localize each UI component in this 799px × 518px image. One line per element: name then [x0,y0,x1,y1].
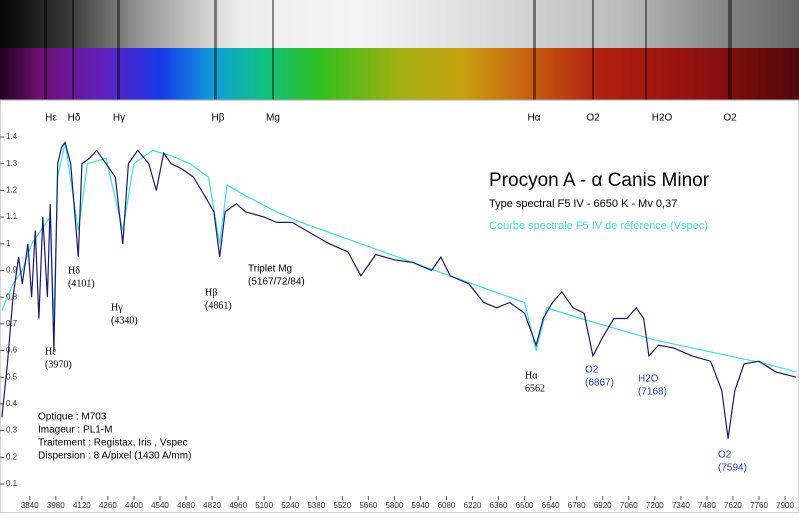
x-tick-label: 5660 [359,501,377,510]
line-marker: Hε [45,113,57,124]
x-tick-label: 5240 [281,501,299,510]
x-tick-label: 4820 [203,501,221,510]
x-tick-label: 4400 [125,501,143,510]
x-tick-label: 7760 [750,501,768,510]
x-tick-label: 5940 [412,501,430,510]
line-marker: H2O [652,113,673,124]
x-tick-label: 6640 [542,501,560,510]
y-tick-label: 0.6 [6,346,18,355]
annotation-label: Hγ [111,302,123,313]
line-marker: O2 [723,113,737,124]
annotation-label: H2O [638,374,659,385]
x-tick-label: 7900 [776,501,794,510]
y-tick-label: 1.1 [6,212,18,221]
annotation-sub: (4861) [205,300,232,311]
annotation-sub: (4340) [111,315,138,326]
gray-spectrum [0,0,799,48]
x-tick-label: 3840 [21,501,39,510]
x-tick-label: 6360 [490,501,508,510]
x-tick-label: 6220 [464,501,482,510]
y-tick-label: 0.8 [6,292,18,301]
y-tick-label: 0.2 [6,452,18,461]
info-line: Traitement : Registax, Iris , Vspec [38,438,188,449]
chart-subtitle: Type spectral F5 IV - 6650 K - Mv 0,37 [489,198,677,210]
x-tick-label: 5520 [333,501,351,510]
y-tick-label: 0.5 [6,372,18,381]
info-line: Dispersion : 8 A/pixel (1430 A/mm) [38,451,191,462]
x-tick-label: 7480 [698,501,716,510]
annotation-sub: (3970) [45,359,72,370]
y-tick-label: 0.1 [6,479,18,488]
annotation-sub: (7168) [638,387,667,398]
line-marker: Mg [266,113,280,124]
x-tick-label: 7200 [646,501,664,510]
annotation-sub: (4101) [68,278,95,289]
legend-entry: Courbe spectrale F5 IV de référence (Vsp… [489,220,708,232]
line-marker: Hβ [212,113,225,124]
annotation-sub: (6867) [585,378,614,389]
x-tick-label: 4540 [151,501,169,510]
y-tick-label: 1.4 [6,132,18,141]
x-tick-label: 7620 [724,501,742,510]
line-marker: Hγ [113,113,125,124]
absorption-lines [44,0,732,100]
annotation-label: Hε [45,346,56,357]
annotation-sub: (7594) [718,463,747,474]
y-tick-label: 1.3 [6,159,18,168]
x-tick-label: 7060 [620,501,638,510]
annotation-label: O2 [585,365,599,376]
x-tick-label: 5100 [255,501,273,510]
info-line: Optique : M703 [38,412,107,423]
y-tick-label: 1.2 [6,186,18,195]
x-tick-label: 4120 [73,501,91,510]
x-tick-label: 4680 [177,501,195,510]
annotation-label: Hα [525,370,538,381]
x-tick-label: 3980 [47,501,65,510]
x-tick-label: 4260 [99,501,117,510]
color-spectrum [0,48,799,100]
y-tick-label: 1 [6,239,11,248]
spectrum-line [1,140,797,439]
line-marker: O2 [586,113,600,124]
x-tick-label: 6780 [568,501,586,510]
x-tick-label: 6080 [438,501,456,510]
x-tick-label: 7340 [672,501,690,510]
chart-title: Procyon A - α Canis Minor [489,170,710,191]
annotation-sub: (5167/72/84) [248,277,305,288]
annotation-label: O2 [718,450,732,461]
annotation-label: Hβ [205,287,217,298]
annotation-sub: 6562 [525,383,545,394]
annotation-label: Hδ [68,265,80,276]
info-line: Imageur : PL1-M [38,425,112,436]
x-tick-label: 5800 [385,501,403,510]
x-tick-label: 4960 [229,501,247,510]
y-tick-label: 0.7 [6,319,18,328]
y-tick-label: 0.9 [6,266,18,275]
line-marker: Hα [527,113,540,124]
x-tick-label: 6500 [516,501,534,510]
x-tick-label: 6920 [594,501,612,510]
y-tick-label: 0.3 [6,426,18,435]
line-marker: Hδ [68,113,81,124]
x-tick-label: 5380 [307,501,325,510]
annotation-label: Triplet Mg [248,264,292,275]
y-tick-label: 0.4 [6,399,18,408]
